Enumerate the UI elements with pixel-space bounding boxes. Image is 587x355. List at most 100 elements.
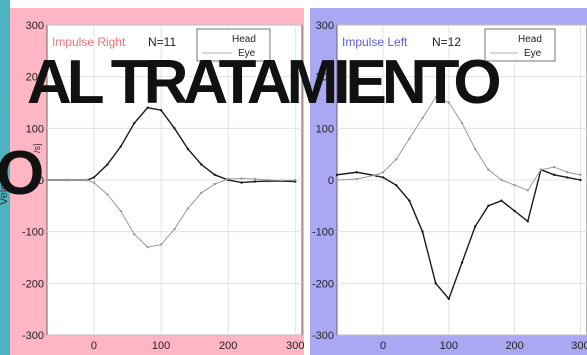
eye-data-point xyxy=(200,191,203,195)
y-tick-label: -200 xyxy=(312,278,334,290)
head-data-point xyxy=(395,183,398,187)
eye-data-point xyxy=(92,181,96,184)
x-tick-label: 100 xyxy=(152,340,170,352)
x-tick-label: 0 xyxy=(91,340,97,352)
y-tick-label: 0 xyxy=(38,175,44,187)
plot-impulse-right: 0 100 200 300 300 200 100 0 -100 -200 -300 Impulse… xyxy=(22,20,305,352)
eye-data-point xyxy=(240,177,243,180)
slide-title: AL TRATAMIENTO xyxy=(27,48,502,117)
eye-data-point xyxy=(186,207,190,210)
left-edge-decoration xyxy=(0,0,10,355)
eye-data-point xyxy=(253,177,257,181)
head-data-point xyxy=(106,163,109,166)
x-tick-label: 200 xyxy=(505,340,523,352)
eye-data-point xyxy=(45,178,49,182)
eye-data-point xyxy=(226,177,230,181)
eye-data-point xyxy=(213,182,216,186)
eye-data-point xyxy=(408,137,411,140)
head-data-point xyxy=(335,173,339,177)
eye-data-point xyxy=(539,168,543,171)
plot-impulse-left: 0 100 200 300 300 200 100 0 -100 -200 -300 Impulse… xyxy=(312,20,587,352)
head-data-point xyxy=(421,230,424,233)
eye-data-point xyxy=(460,121,464,125)
eye-data-point xyxy=(267,178,270,182)
n-count-label: N=11 xyxy=(148,35,176,49)
y-tick-label: 200 xyxy=(26,72,44,84)
eye-data-point xyxy=(579,173,582,177)
eye-data-point xyxy=(159,243,163,246)
head-data-point xyxy=(566,176,569,179)
eye-data-point xyxy=(355,177,358,181)
eye-data-point xyxy=(133,233,136,236)
head-data-point xyxy=(526,220,529,223)
legend-box xyxy=(484,28,556,62)
y-tick-label: -100 xyxy=(22,227,44,239)
head-data-point xyxy=(513,209,516,213)
y-tick-label: 300 xyxy=(316,20,334,32)
legend: Head Eye xyxy=(484,28,556,62)
eye-data-point xyxy=(434,96,437,99)
head-data-point xyxy=(473,225,477,228)
eye-data-point xyxy=(526,189,529,192)
y-tick-label: 200 xyxy=(316,72,334,84)
eye-data-point xyxy=(513,183,516,187)
legend-box xyxy=(196,28,271,62)
y-tick-label: -300 xyxy=(22,330,44,342)
chart-title: Impulse Right xyxy=(52,35,126,49)
legend-eye-label: Eye xyxy=(238,48,256,59)
x-tick-label: 100 xyxy=(440,340,458,352)
y-tick-label: -300 xyxy=(312,330,334,342)
x-tick-label: 300 xyxy=(286,340,304,352)
head-data-point xyxy=(200,163,203,166)
head-data-point xyxy=(579,178,582,182)
y-tick-label: 0 xyxy=(328,175,334,187)
eye-data-point xyxy=(566,171,569,174)
eye-data-point xyxy=(487,168,490,171)
y-tick-label: -200 xyxy=(22,278,44,290)
head-data-point xyxy=(119,145,123,148)
head-data-point xyxy=(355,171,358,174)
eye-data-point xyxy=(500,178,503,182)
head-data-point xyxy=(240,181,243,184)
legend-eye-label: Eye xyxy=(524,48,542,59)
head-data-point xyxy=(460,261,464,264)
eye-data-point xyxy=(119,209,123,213)
y-tick-label: 100 xyxy=(26,123,44,135)
eye-data-point xyxy=(294,178,297,182)
head-data-point xyxy=(173,127,176,130)
eye-data-point xyxy=(280,179,284,182)
eye-data-point xyxy=(65,178,69,182)
head-data-point xyxy=(500,199,503,202)
slide-title-continued: O xyxy=(0,139,45,208)
eye-data-point xyxy=(335,178,339,182)
head-data-point xyxy=(159,109,163,112)
head-data-point xyxy=(434,282,437,285)
head-data-point xyxy=(92,176,96,179)
x-tick-label: 300 xyxy=(571,340,587,352)
eye-data-point xyxy=(552,165,556,169)
eye-data-point xyxy=(375,173,378,177)
eye-data-point xyxy=(447,101,451,104)
y-tick-label: 100 xyxy=(316,123,334,135)
eye-data-point xyxy=(146,245,149,249)
eye-data-point xyxy=(106,193,109,196)
eye-data-point xyxy=(381,171,385,174)
legend-head-label: Head xyxy=(232,34,256,45)
legend: Head Eye xyxy=(196,28,271,62)
y-tick-label: 300 xyxy=(26,20,44,32)
head-data-point xyxy=(146,106,149,109)
head-data-point xyxy=(381,176,385,179)
x-tick-label: 0 xyxy=(380,340,386,352)
eye-data-point xyxy=(421,116,424,120)
head-data-point xyxy=(133,121,136,125)
head-data-point xyxy=(186,147,190,151)
head-data-point xyxy=(408,199,411,202)
head-data-point xyxy=(213,173,216,177)
head-data-point xyxy=(447,297,451,301)
eye-data-point xyxy=(173,227,176,231)
head-data-point xyxy=(487,204,490,208)
eye-data-point xyxy=(473,147,477,151)
n-count-label: N=12 xyxy=(432,35,461,49)
y-tick-label: -100 xyxy=(312,227,334,239)
